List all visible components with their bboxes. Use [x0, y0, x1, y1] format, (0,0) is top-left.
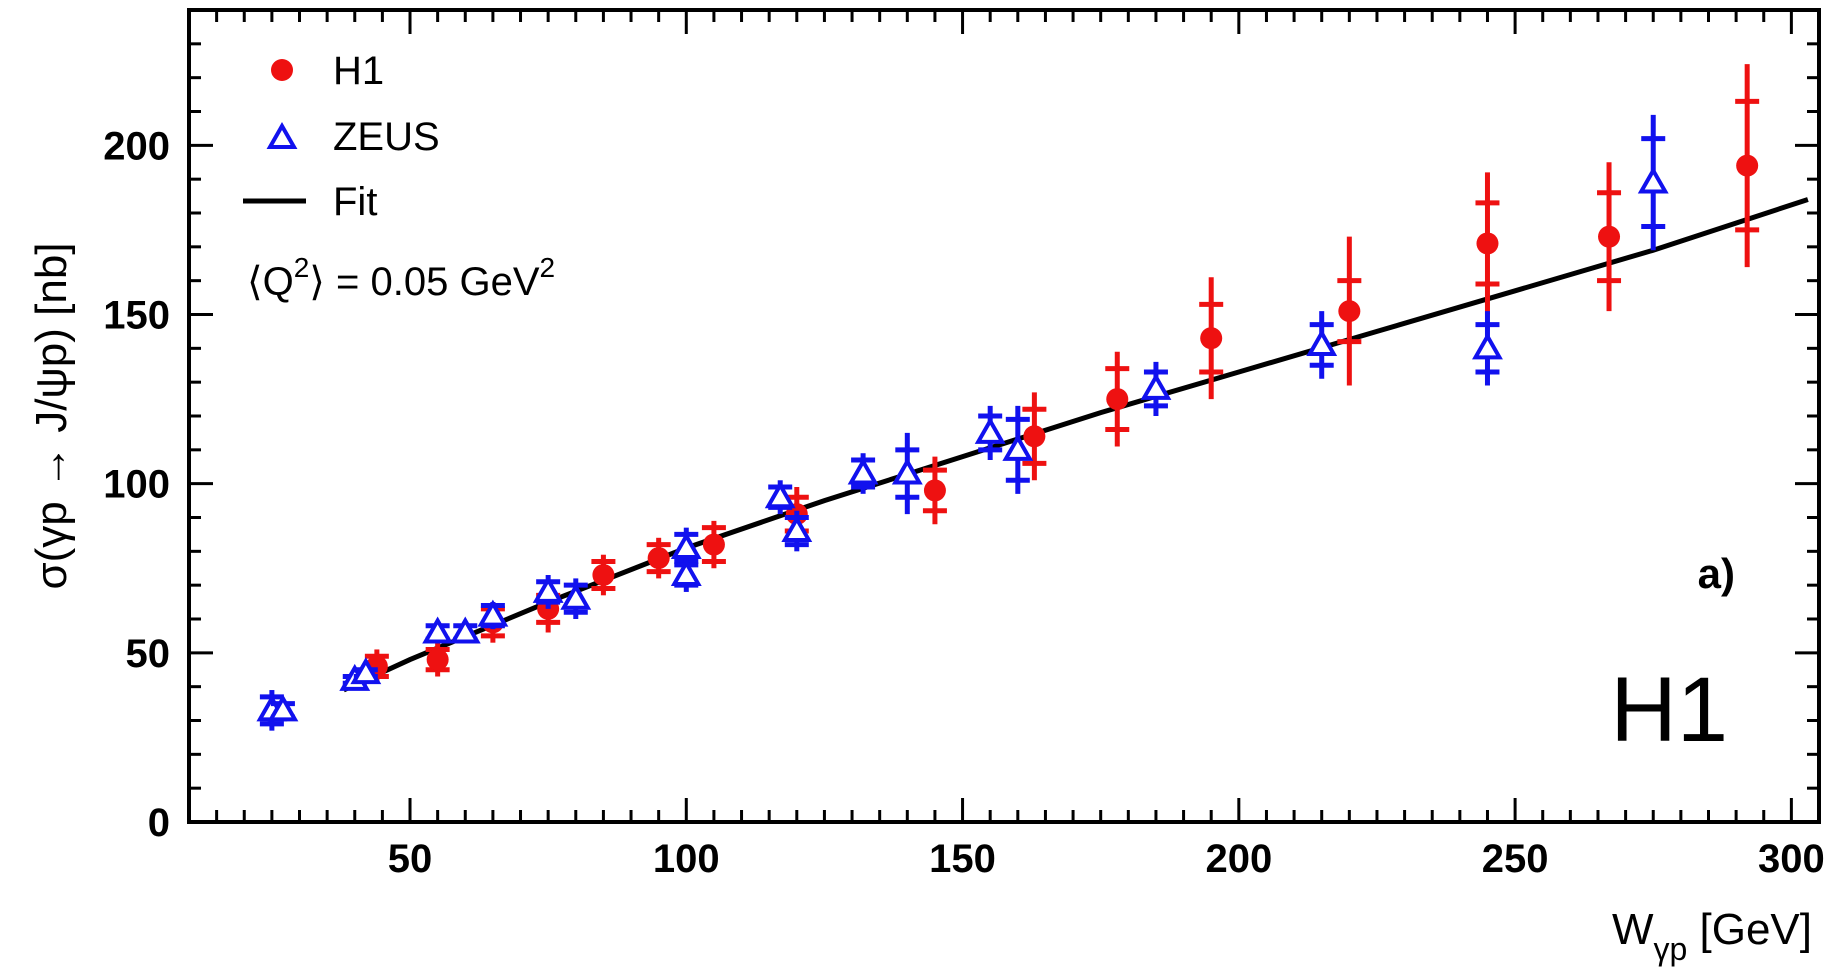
x-axis-title: Wγp [GeV]	[1612, 905, 1812, 967]
x-tick-label: 100	[653, 837, 720, 881]
zeus-point	[1472, 332, 1503, 360]
h1-point	[426, 648, 449, 671]
x-tick-label: 250	[1482, 837, 1549, 881]
h1-point	[1736, 154, 1759, 177]
legend-zeus-marker	[266, 121, 298, 149]
y-axis-title: σ(γp → J/ψp) [nb]	[27, 242, 76, 589]
zeus-point	[891, 457, 923, 485]
legend: H1 ZEUS Fit ⟨Q2⟩ = 0.05 GeV2	[243, 49, 555, 304]
zeus-point	[670, 531, 702, 559]
fit-line	[342, 197, 1809, 693]
legend-h1-label: H1	[333, 49, 384, 93]
zeus-point	[1140, 372, 1172, 400]
zeus-point	[670, 558, 702, 587]
panel-label: a)	[1698, 550, 1735, 597]
h1-point	[592, 564, 615, 587]
h1-point	[1106, 388, 1129, 411]
zeus-point	[560, 582, 592, 610]
h1-point	[1200, 327, 1223, 350]
axis-ticks	[189, 8, 1821, 822]
y-tick-label: 0	[148, 801, 170, 845]
h1-point	[1023, 425, 1046, 448]
zeus-point	[449, 616, 481, 644]
legend-h1-marker	[271, 59, 293, 81]
x-tick-label: 50	[388, 837, 433, 881]
zeus-series	[256, 114, 1669, 731]
zeus-point	[847, 457, 879, 485]
x-tick-label: 150	[929, 837, 996, 881]
zeus-point	[477, 599, 509, 627]
x-tick-label: 300	[1758, 837, 1825, 881]
h1-point	[647, 547, 670, 570]
h1-series	[364, 64, 1760, 684]
zeus-point	[974, 416, 1006, 444]
q2-annotation: ⟨Q2⟩ = 0.05 GeV2	[247, 252, 555, 304]
zeus-point	[422, 616, 454, 644]
zeus-point	[1637, 166, 1669, 194]
y-tick-label: 150	[103, 294, 170, 338]
y-tick-label: 100	[103, 463, 170, 507]
legend-fit-label: Fit	[333, 180, 377, 224]
h1-point	[1338, 300, 1361, 323]
zeus-point	[764, 481, 796, 509]
y-tick-label: 200	[103, 124, 170, 168]
h1-point	[702, 533, 725, 556]
zeus-point	[532, 575, 564, 603]
zeus-point	[781, 515, 813, 543]
experiment-label: H1	[1610, 659, 1728, 761]
zeus-point	[350, 657, 382, 685]
h1-point	[923, 479, 946, 502]
x-tick-label: 200	[1205, 837, 1272, 881]
zeus-point	[1002, 433, 1034, 461]
zeus-point	[1306, 328, 1338, 356]
axis-tick-labels: 50 100 150 200 250 300 0 50 100 150 200	[103, 124, 1824, 881]
zeus-point	[267, 694, 299, 722]
h1-point	[1476, 232, 1499, 255]
y-tick-label: 50	[126, 632, 171, 676]
h1-point	[1598, 225, 1621, 248]
legend-zeus-label: ZEUS	[333, 115, 440, 159]
